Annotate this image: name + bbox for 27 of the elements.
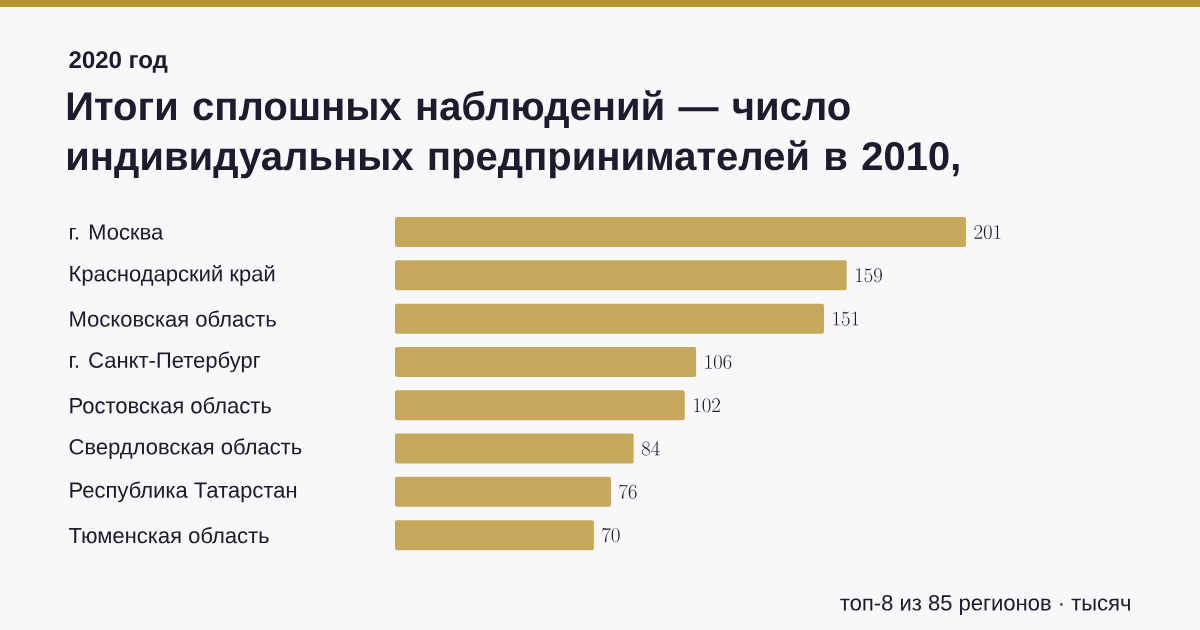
y-tick-label: Краснодарский край — [70, 264, 275, 286]
y-tick-label: Республика Татарстан — [70, 481, 297, 503]
text: 2020 год — [69, 51, 168, 73]
y-tick-label: Московская область — [70, 310, 276, 327]
text: топ-8 из 85 регионов · тысяч — [840, 595, 1130, 615]
bar — [395, 346, 697, 377]
y-tick-label: Тюменская область — [69, 526, 269, 544]
data-label: 151 — [833, 311, 859, 326]
bar — [395, 390, 685, 421]
bar — [395, 520, 594, 551]
data-label: 76 — [619, 484, 637, 499]
bar — [395, 476, 611, 507]
y-tick-label: Ростовская область — [70, 397, 271, 414]
chart-title: Итоги сплошных наблюдений — число индивидуальных предпринимателей в 2010, — [67, 90, 959, 179]
data-label: 102 — [694, 398, 720, 413]
data-label: 70 — [602, 527, 620, 543]
y-tick-label: г. Санкт-Петербург — [70, 351, 261, 373]
bar — [395, 217, 966, 248]
y-tick-label: Свердловская область — [69, 438, 302, 459]
bar — [395, 260, 847, 291]
y-tick-label: г. Москва — [70, 224, 164, 240]
data-label: 159 — [856, 268, 882, 283]
bar — [395, 303, 824, 334]
data-label: 84 — [641, 441, 660, 456]
data-label: 106 — [705, 354, 732, 369]
data-label: 201 — [974, 225, 1001, 240]
bar — [395, 433, 634, 464]
